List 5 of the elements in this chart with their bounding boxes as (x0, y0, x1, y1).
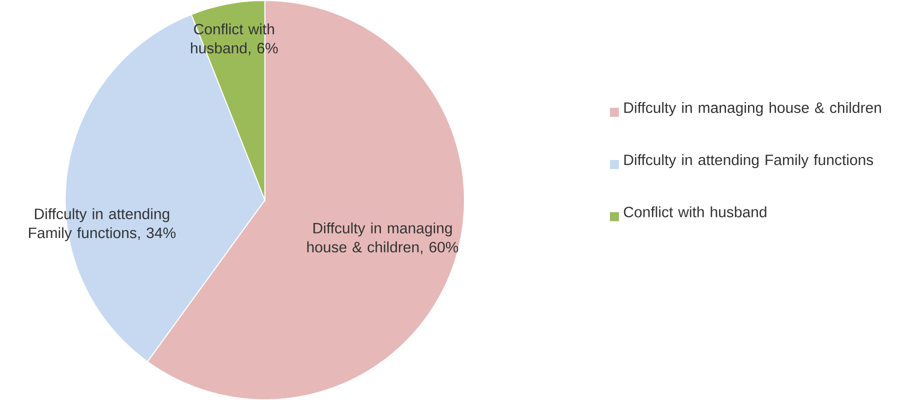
legend-label: Conflict with husband (624, 206, 766, 218)
data-label: Diffculty in managing house & children, 60% (307, 222, 458, 254)
data-label: Diffculty in attending Family functions, 34% (29, 208, 176, 242)
legend-label: Diffculty in attending Family functions (624, 154, 874, 168)
legend-label: Diffculty in managing house & children (624, 102, 881, 116)
